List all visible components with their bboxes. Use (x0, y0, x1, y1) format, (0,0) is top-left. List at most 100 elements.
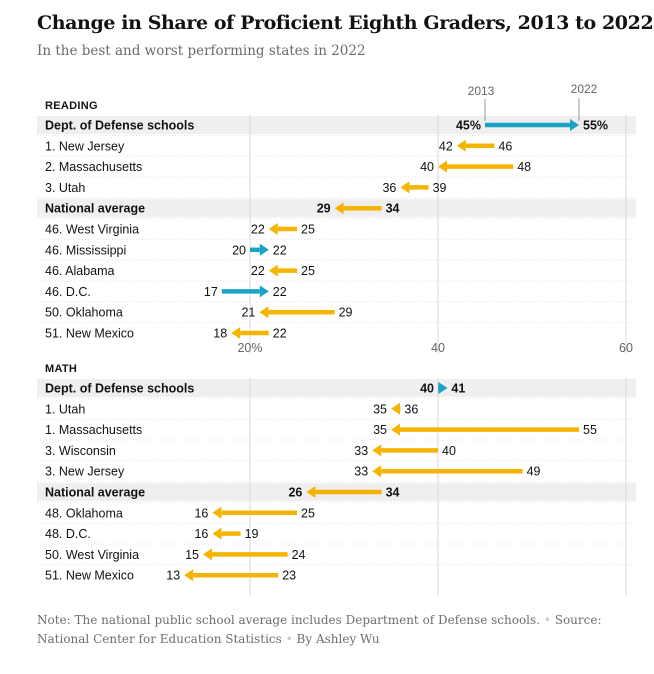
end-value-label: 35 (373, 402, 387, 416)
chart-footer: Note: The national public school average… (37, 611, 627, 649)
footer-source: Source: National Center for Education St… (37, 613, 602, 646)
row-label-50-oklahoma: 50. Oklahoma (45, 306, 123, 320)
row-label-48-oklahoma: 48. Oklahoma (45, 506, 123, 520)
section-label-math: MATH (45, 363, 77, 375)
start-value-label: 29 (339, 306, 353, 320)
start-value-label: 40 (442, 444, 456, 458)
row-label-2-massachusetts: 2. Massachusetts (45, 160, 142, 174)
arrow-head-50-oklahoma (259, 306, 269, 319)
row-label-1-massachusetts: 1. Massachusetts (45, 423, 142, 437)
end-value-label: 42 (439, 139, 453, 153)
end-value-label: 35 (373, 423, 387, 437)
start-value-label: 22 (273, 327, 287, 341)
row-label-46-alabama: 46. Alabama (45, 264, 115, 278)
end-value-label: 13 (166, 569, 180, 583)
arrow-head-51-new-mexico (231, 327, 241, 339)
end-value-label: 16 (194, 506, 208, 520)
end-value-label: 21 (241, 306, 255, 320)
row-label-3-utah: 3. Utah (45, 181, 85, 195)
arrow-head-3-wisconsin (372, 444, 382, 457)
start-value-label: 36 (404, 402, 418, 416)
highlight-band (37, 379, 636, 397)
start-value-label: 24 (292, 548, 306, 562)
row-label-national-average: National average (45, 486, 145, 500)
chart-subtitle: In the best and worst performing states … (37, 43, 366, 59)
end-value-label: 22 (251, 223, 265, 237)
start-value-label: 25 (301, 223, 315, 237)
start-value-label: 25 (301, 506, 315, 520)
start-value-label: 23 (282, 569, 296, 583)
start-value-label: 25 (301, 264, 315, 278)
arrow-head-dept-of-defense-schools (438, 382, 448, 394)
end-value-label: 36 (382, 181, 396, 195)
arrow-head-dept-of-defense-schools (570, 119, 579, 131)
end-value-label: 18 (213, 327, 227, 341)
start-value-label: 46 (498, 139, 512, 153)
start-value-label: 48 (517, 160, 531, 174)
end-value-label: 40 (420, 160, 434, 174)
start-value-label: 20 (232, 243, 246, 257)
footer-byline: By Ashley Wu (296, 632, 380, 646)
row-label-51-new-mexico: 51. New Mexico (45, 327, 134, 341)
end-value-label: 16 (194, 527, 208, 541)
start-value-label: 55 (583, 423, 597, 437)
arrow-head-50-west-virginia (203, 548, 212, 561)
legend-end-label: 2022 (571, 82, 598, 96)
start-value-label: 49 (527, 465, 541, 479)
x-tick-label: 20% (237, 341, 262, 355)
arrow-head-46-alabama (268, 264, 278, 277)
start-value-label: 45% (456, 119, 481, 133)
arrow-head-48-d-c (212, 527, 222, 540)
arrow-head-3-new-jersey (372, 465, 382, 478)
highlight-band (37, 116, 636, 134)
end-value-label: 22 (273, 243, 287, 257)
start-value-label: 17 (204, 285, 218, 299)
x-tick-label: 40 (431, 341, 445, 355)
row-label-51-new-mexico: 51. New Mexico (45, 569, 134, 583)
arrow-head-46-mississippi (259, 243, 269, 256)
row-label-1-new-jersey: 1. New Jersey (45, 139, 125, 153)
section-label-reading: READING (45, 100, 98, 112)
row-label-dept-of-defense-schools: Dept. of Defense schools (45, 119, 194, 133)
end-value-label: 33 (354, 444, 368, 458)
chart-title: Change in Share of Proficient Eighth Gra… (37, 12, 654, 34)
end-value-label: 41 (451, 382, 465, 396)
arrow-head-3-utah (400, 181, 410, 194)
end-value-label: 55% (583, 119, 608, 133)
arrow-head-46-d-c (259, 285, 269, 298)
end-value-label: 22 (251, 264, 265, 278)
row-label-46-west-virginia: 46. West Virginia (45, 223, 139, 237)
end-value-label: 22 (273, 285, 287, 299)
arrow-head-2-massachusetts (438, 160, 447, 173)
start-value-label: 34 (386, 486, 400, 500)
x-tick-label: 60 (619, 341, 633, 355)
start-value-label: 39 (433, 181, 447, 195)
arrow-head-1-massachusetts (391, 423, 400, 436)
row-label-national-average: National average (45, 202, 145, 216)
footer-separator: • (285, 632, 293, 646)
row-label-1-utah: 1. Utah (45, 402, 85, 416)
arrow-head-national-average (334, 202, 344, 215)
row-label-50-west-virginia: 50. West Virginia (45, 548, 139, 562)
start-value-label: 19 (245, 527, 259, 541)
arrow-head-46-west-virginia (268, 223, 278, 235)
row-label-46-d-c: 46. D.C. (45, 285, 91, 299)
legend-start-label: 2013 (468, 84, 495, 98)
arrow-head-1-new-jersey (456, 139, 466, 152)
start-value-label: 40 (420, 382, 434, 396)
arrow-head-48-oklahoma (212, 506, 222, 519)
end-value-label: 33 (354, 465, 368, 479)
row-label-3-wisconsin: 3. Wisconsin (45, 444, 116, 458)
start-value-label: 34 (386, 202, 400, 216)
arrow-head-1-utah (391, 402, 400, 415)
end-value-label: 26 (288, 486, 302, 500)
row-label-dept-of-defense-schools: Dept. of Defense schools (45, 382, 194, 396)
row-label-3-new-jersey: 3. New Jersey (45, 465, 125, 479)
arrow-head-national-average (306, 486, 316, 498)
footer-note: Note: The national public school average… (37, 613, 540, 627)
row-label-46-mississippi: 46. Mississippi (45, 243, 126, 257)
row-label-48-d-c: 48. D.C. (45, 527, 91, 541)
arrow-head-51-new-mexico (184, 569, 194, 582)
end-value-label: 15 (185, 548, 199, 562)
